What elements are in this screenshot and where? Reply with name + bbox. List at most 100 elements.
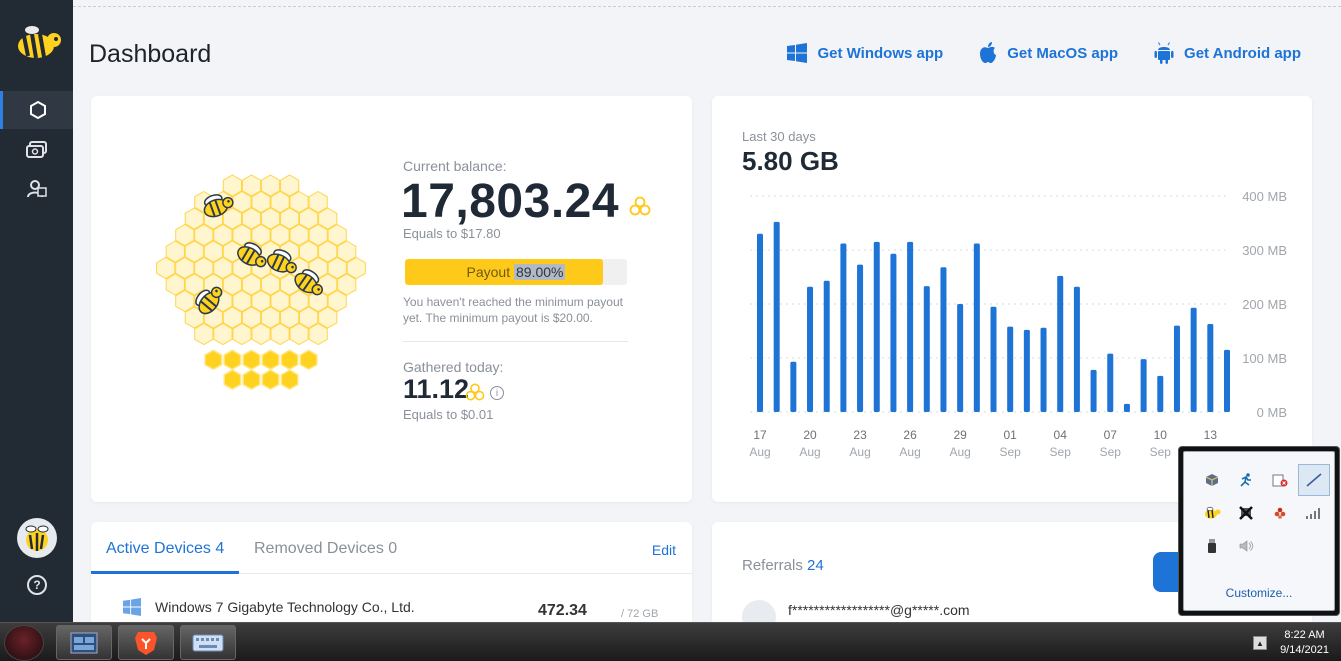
honeycomb-cell [241,273,262,296]
honeygain-logo[interactable] [14,22,62,62]
credits-icon [629,196,651,216]
honeycomb-cell [184,273,204,296]
honeycomb-cell [232,289,252,313]
tab-active-devices-label: Active Devices [106,540,211,557]
honeycomb-cell [346,256,366,280]
honeycomb-cell [241,174,262,197]
chart-bar[interactable] [1207,323,1214,412]
honeycomb-cell [270,289,290,313]
honeycomb-cell [280,207,300,230]
removed-devices-count: 0 [388,540,398,557]
taskbar-keyboard-button[interactable] [180,625,236,660]
chart-bar[interactable] [873,241,880,412]
device-name: Windows 7 Gigabyte Technology Co., Ltd. [155,599,415,615]
bee-icon [237,242,267,268]
get-android-app-link[interactable]: Get Android app [1154,42,1301,64]
pen-icon[interactable] [1298,464,1330,496]
signal-icon[interactable] [1298,497,1330,529]
device-credits: 472.34 [538,602,587,619]
chart-bar[interactable] [990,306,997,412]
customize-link[interactable]: Customize... [1225,586,1293,600]
x-tick-month: Sep [1150,445,1172,459]
referral-email: f******************@g*****.com [788,602,970,618]
help-icon[interactable]: ? [27,575,47,595]
info-icon[interactable]: i [490,386,504,400]
avatar[interactable] [17,518,57,558]
taskbar-explorer-button[interactable] [56,625,112,660]
payout-note: You haven't reached the minimum payout y… [403,295,623,325]
chart-bar[interactable] [907,241,914,412]
honeycomb-cell [327,223,347,247]
chart-bar[interactable] [857,264,864,412]
chart-bar[interactable] [1057,275,1064,412]
honeycomb-cell [194,223,214,247]
active-devices-count: 4 [215,540,225,557]
honeycomb-cell [327,256,347,280]
notification-area-popup: Customize... [1178,446,1340,616]
chart-bar[interactable] [940,267,947,412]
chart-bar[interactable] [1173,325,1180,412]
chart-bar[interactable] [1073,286,1080,412]
honeycomb-cell [270,190,290,214]
dots-icon[interactable] [1264,497,1296,529]
chart-bar[interactable] [773,221,780,412]
network-x-icon[interactable] [1230,497,1262,529]
brave-lion-icon [135,631,157,655]
get-windows-app-link[interactable]: Get Windows app [787,42,943,64]
chart-bar[interactable] [807,286,814,412]
x-tick-day: 23 [853,428,867,442]
chart-bar[interactable] [1090,369,1097,412]
usb-icon[interactable] [1196,530,1228,562]
chart-bar[interactable] [790,361,797,412]
chart-bar[interactable] [823,280,830,412]
chart-bar[interactable] [840,243,847,412]
honeycomb-cell [289,190,309,214]
chart-bar[interactable] [1123,403,1130,412]
get-macos-app-link[interactable]: Get MacOS app [979,42,1118,64]
chart-bar[interactable] [973,243,980,412]
speaker-icon[interactable] [1230,530,1262,562]
active-tab-indicator [91,571,239,574]
honeycomb-cell [260,207,281,230]
chart-bar[interactable] [1107,353,1114,412]
chart-bar[interactable] [1007,326,1014,412]
sidebar-item-dashboard[interactable] [0,91,73,129]
chart-bar[interactable] [1140,359,1147,412]
honeycomb-cell [318,306,338,329]
tab-removed-devices[interactable]: Removed Devices 0 [254,540,397,558]
device-row[interactable]: Windows 7 Gigabyte Technology Co., Ltd. [123,598,415,616]
edit-devices-link[interactable]: Edit [651,542,676,558]
package-icon[interactable] [1196,464,1228,496]
bee-icon[interactable] [1196,497,1228,529]
honeycomb-cell [280,306,300,329]
chart-bar[interactable] [1023,329,1030,412]
chart-bar[interactable] [757,233,763,412]
chart-bar[interactable] [890,253,897,412]
chart-total-value: 5.80 GB [742,146,839,176]
honeycomb-cell [251,190,271,214]
page-title: Dashboard [89,40,212,68]
chart-bar[interactable] [1157,375,1164,412]
honeycomb-cell [184,240,204,263]
honeycomb-cell [337,240,357,263]
chart-bar[interactable] [923,286,930,412]
taskbar-brave-button[interactable] [118,625,174,660]
honeycomb-cell [241,306,262,329]
update-error-icon[interactable] [1264,464,1296,496]
x-tick-month: Aug [899,445,920,459]
honeycomb-cell [318,240,338,263]
show-hidden-icons-button[interactable]: ▲ [1253,636,1267,650]
chart-bar[interactable] [1040,327,1047,412]
x-tick-month: Aug [949,445,970,459]
chart-bar[interactable] [1190,307,1197,412]
bee-icon [294,269,323,296]
start-button[interactable] [4,625,44,661]
x-tick-day: 29 [953,428,967,442]
sidebar-item-wallet[interactable] [0,131,73,169]
taskbar-clock[interactable]: 8:22 AM 9/14/2021 [1280,628,1329,658]
tab-active-devices[interactable]: Active Devices 4 [106,540,224,558]
chart-bar[interactable] [957,304,964,412]
sidebar-item-referrals[interactable] [0,170,73,208]
chart-bar[interactable] [1224,349,1230,412]
runner-icon[interactable] [1230,464,1262,496]
